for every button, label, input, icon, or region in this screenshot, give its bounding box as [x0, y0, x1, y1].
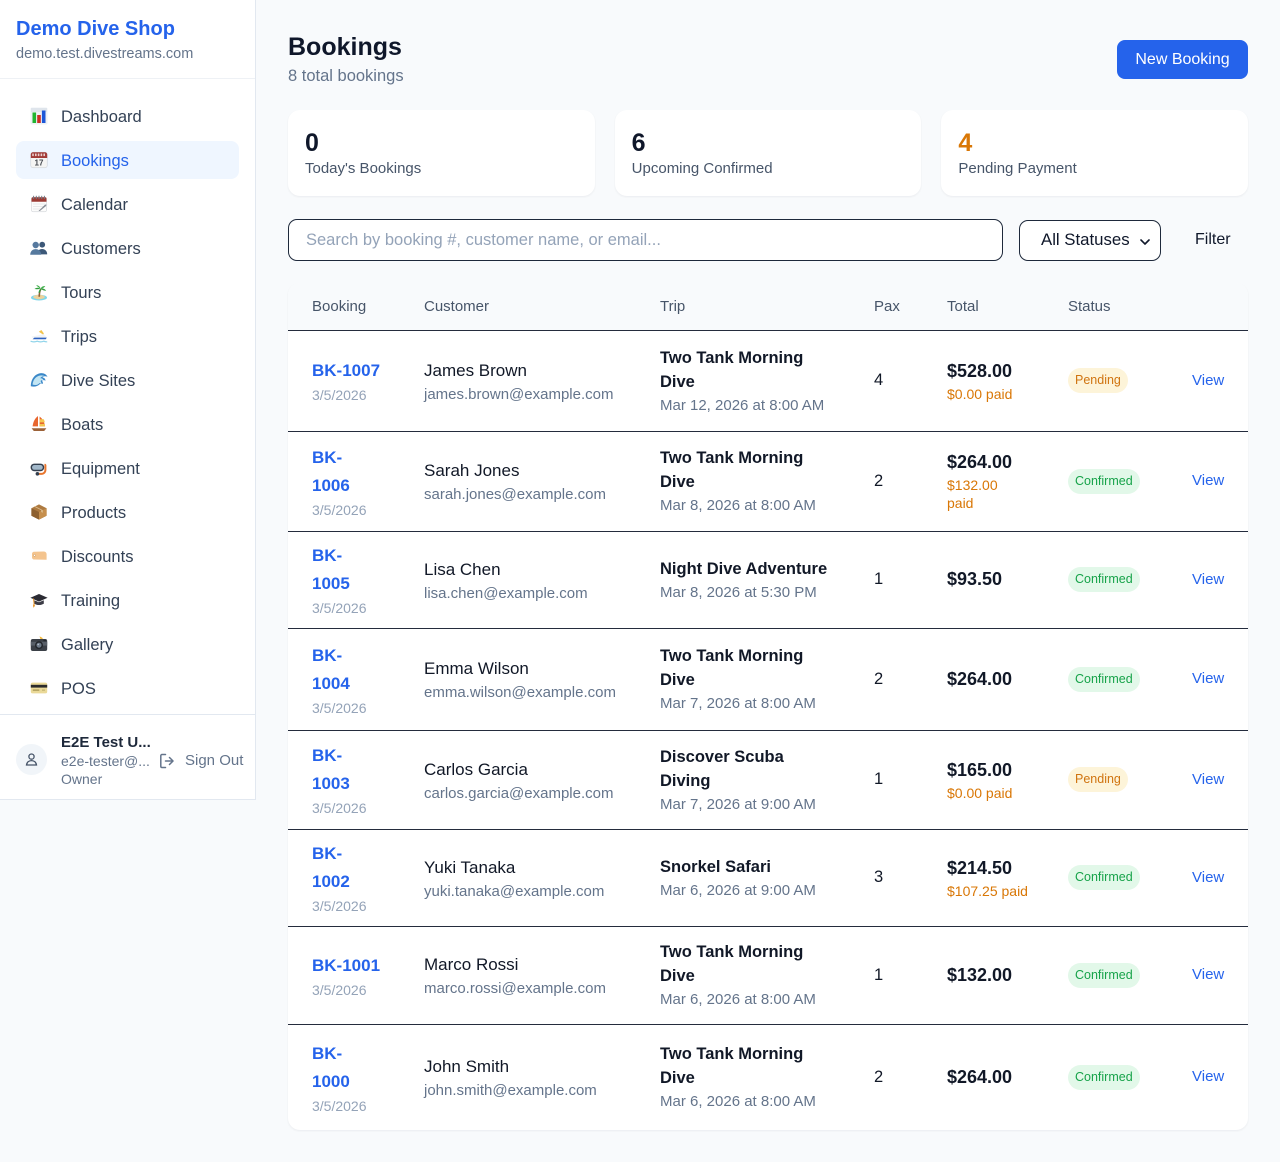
svg-text:17: 17: [35, 159, 44, 168]
